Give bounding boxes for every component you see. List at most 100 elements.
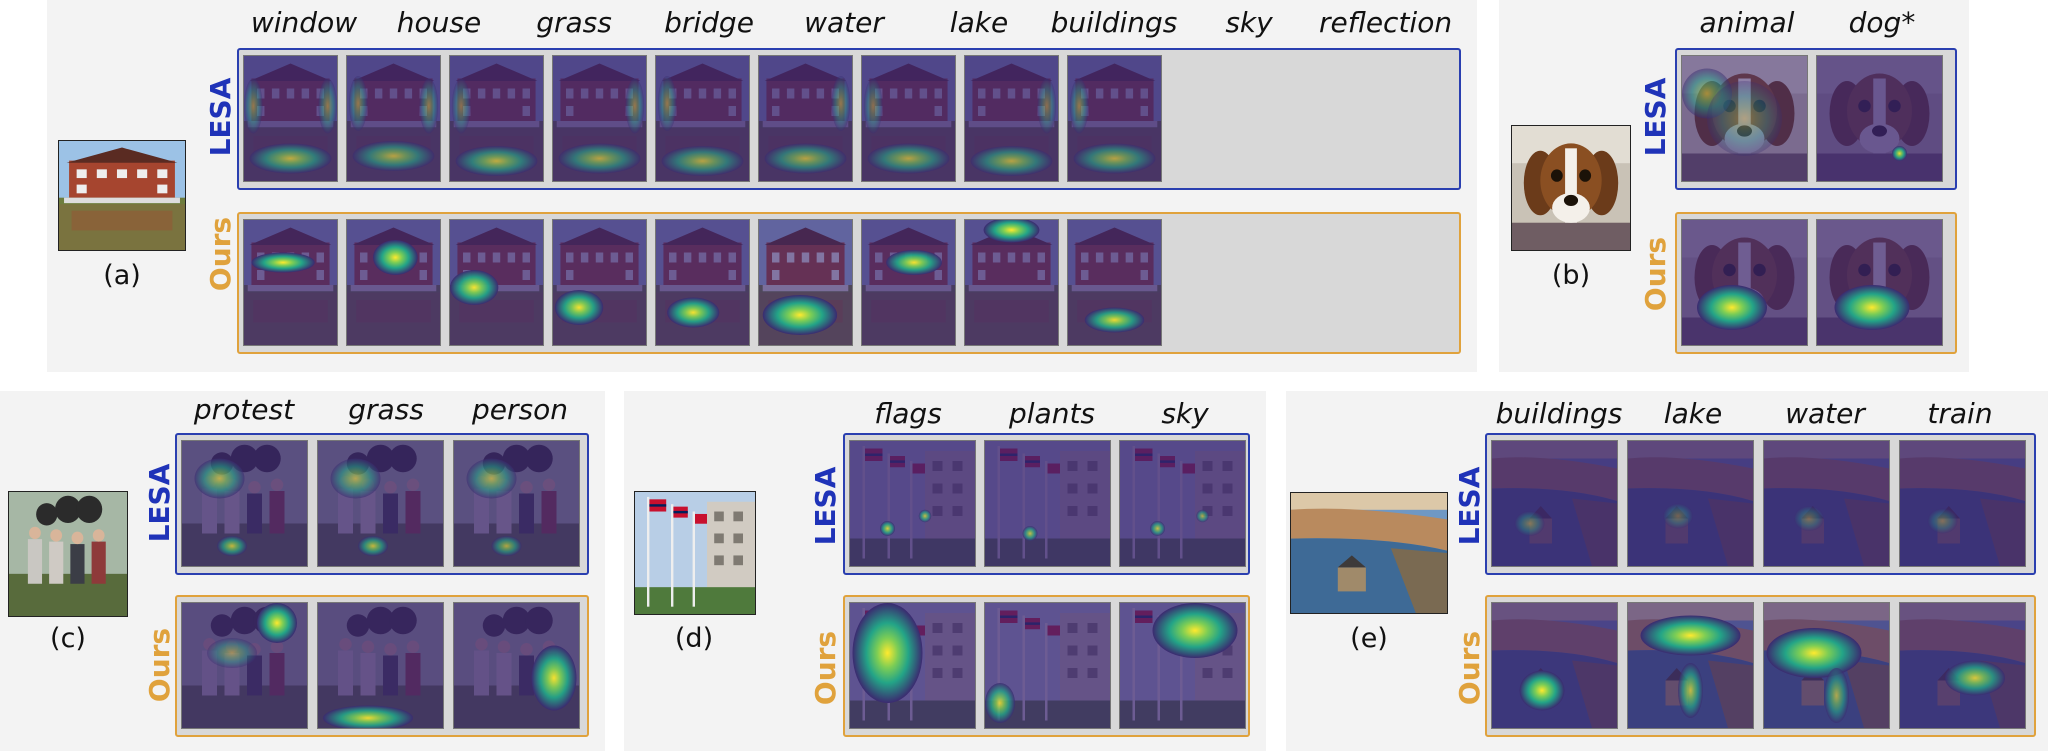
heatmap-ours-e-3 [1899,602,2026,729]
column-label: water [804,6,884,39]
heatmap-lesa-c-1 [317,440,444,567]
row-label-lesa: LESA [1639,77,1672,157]
column-label: grass [348,393,424,426]
heatmap-lesa-a-3 [552,55,647,182]
source-image-d [634,491,756,615]
panel-d: (d) flags plants sky LESA Ours [624,391,1266,751]
heatmap-image [1900,603,2025,728]
heatmap-image [1682,220,1807,345]
column-label: lake [1663,397,1723,430]
heatmap-image [862,56,955,181]
heatmap-lesa-d-1 [984,440,1111,567]
heatmap-image [1120,441,1245,566]
caption-d: (d) [674,623,714,654]
heatmap-ours-a-3 [552,219,647,346]
heatmap-ours-a-6 [861,219,956,346]
heatmap-lesa-a-7 [964,55,1059,182]
heatmap-image [850,603,975,728]
heatmap-image [985,441,1110,566]
column-label: house [396,6,482,39]
heatmap-lesa-a-4 [655,55,750,182]
panel-b: (b) animal dog* LESA Ours [1499,0,1969,372]
heatmap-image [985,603,1110,728]
heatmap-ours-b-1 [1816,219,1943,346]
caption-e: (e) [1350,623,1388,654]
heatmap-image [1817,220,1942,345]
heatmap-lesa-a-6 [861,55,956,182]
column-label: window [250,6,358,39]
heatmap-ours-c-0 [181,602,308,729]
column-label: protest [193,393,295,426]
heatmap-image [318,603,443,728]
heatmap-image [1068,220,1161,345]
row-label-lesa: LESA [143,463,176,543]
column-label: animal [1699,6,1795,39]
panel-c: (c) protest grass person LESA Ours [0,391,605,751]
heatmap-ours-d-0 [849,602,976,729]
heatmap-ours-c-1 [317,602,444,729]
heatmap-image [450,56,543,181]
row-label-ours: Ours [143,627,176,703]
caption-c: (c) [50,623,86,654]
heatmap-ours-a-2 [449,219,544,346]
heatmap-image [244,220,337,345]
heatmap-image [1628,603,1753,728]
source-scene [635,492,755,614]
row-label-lesa: LESA [1453,466,1486,546]
source-scene [1512,126,1630,250]
panel-e: (e) buildings lake water train LESA Ours [1286,391,2048,751]
source-image-b [1511,125,1631,251]
heatmap-lesa-a-0 [243,55,338,182]
heatmap-ours-a-8 [1067,219,1162,346]
heatmap-image [1764,441,1889,566]
heatmap-image [1900,441,2025,566]
heatmap-image [1068,56,1161,181]
heatmap-lesa-a-5 [758,55,853,182]
heatmap-lesa-d-2 [1119,440,1246,567]
heatmap-image [1817,56,1942,181]
heatmap-lesa-e-3 [1899,440,2026,567]
heatmap-ours-a-0 [243,219,338,346]
heatmap-ours-a-1 [346,219,441,346]
row-label-ours: Ours [204,216,237,292]
column-label: plants [1008,397,1096,430]
heatmap-lesa-a-1 [346,55,441,182]
heatmap-image [454,441,579,566]
source-scene [1291,493,1447,613]
column-label: flags [874,397,942,430]
caption-a: (a) [103,260,141,291]
panel-a: (a) window house grass bridge water lake… [47,0,1477,372]
heatmap-image [1120,603,1245,728]
column-label: buildings [1050,6,1178,39]
heatmap-image [759,220,852,345]
heatmap-ours-a-4 [655,219,750,346]
heatmap-image [553,220,646,345]
heatmap-image [1682,56,1807,181]
column-label: lake [949,6,1009,39]
heatmap-image [1492,441,1617,566]
row-label-ours: Ours [1639,236,1672,312]
heatmap-image [182,603,307,728]
heatmap-image [244,56,337,181]
heatmap-lesa-a-2 [449,55,544,182]
heatmap-lesa-b-1 [1816,55,1943,182]
heatmap-ours-c-2 [453,602,580,729]
heatmap-image [965,220,1058,345]
heatmap-image [347,220,440,345]
heatmap-image [553,56,646,181]
heatmap-image [1492,603,1617,728]
heatmap-image [318,441,443,566]
caption-b: (b) [1551,260,1591,291]
row-label-ours: Ours [809,630,842,706]
column-label: buildings [1495,397,1623,430]
heatmap-image [347,56,440,181]
heatmap-image [1764,603,1889,728]
heatmap-lesa-e-2 [1763,440,1890,567]
heatmap-lesa-b-0 [1681,55,1808,182]
column-label: reflection [1319,6,1453,39]
column-label: person [472,393,568,426]
heatmap-lesa-c-0 [181,440,308,567]
column-label: sky [1225,6,1273,39]
column-label: sky [1161,397,1209,430]
heatmap-image [759,56,852,181]
